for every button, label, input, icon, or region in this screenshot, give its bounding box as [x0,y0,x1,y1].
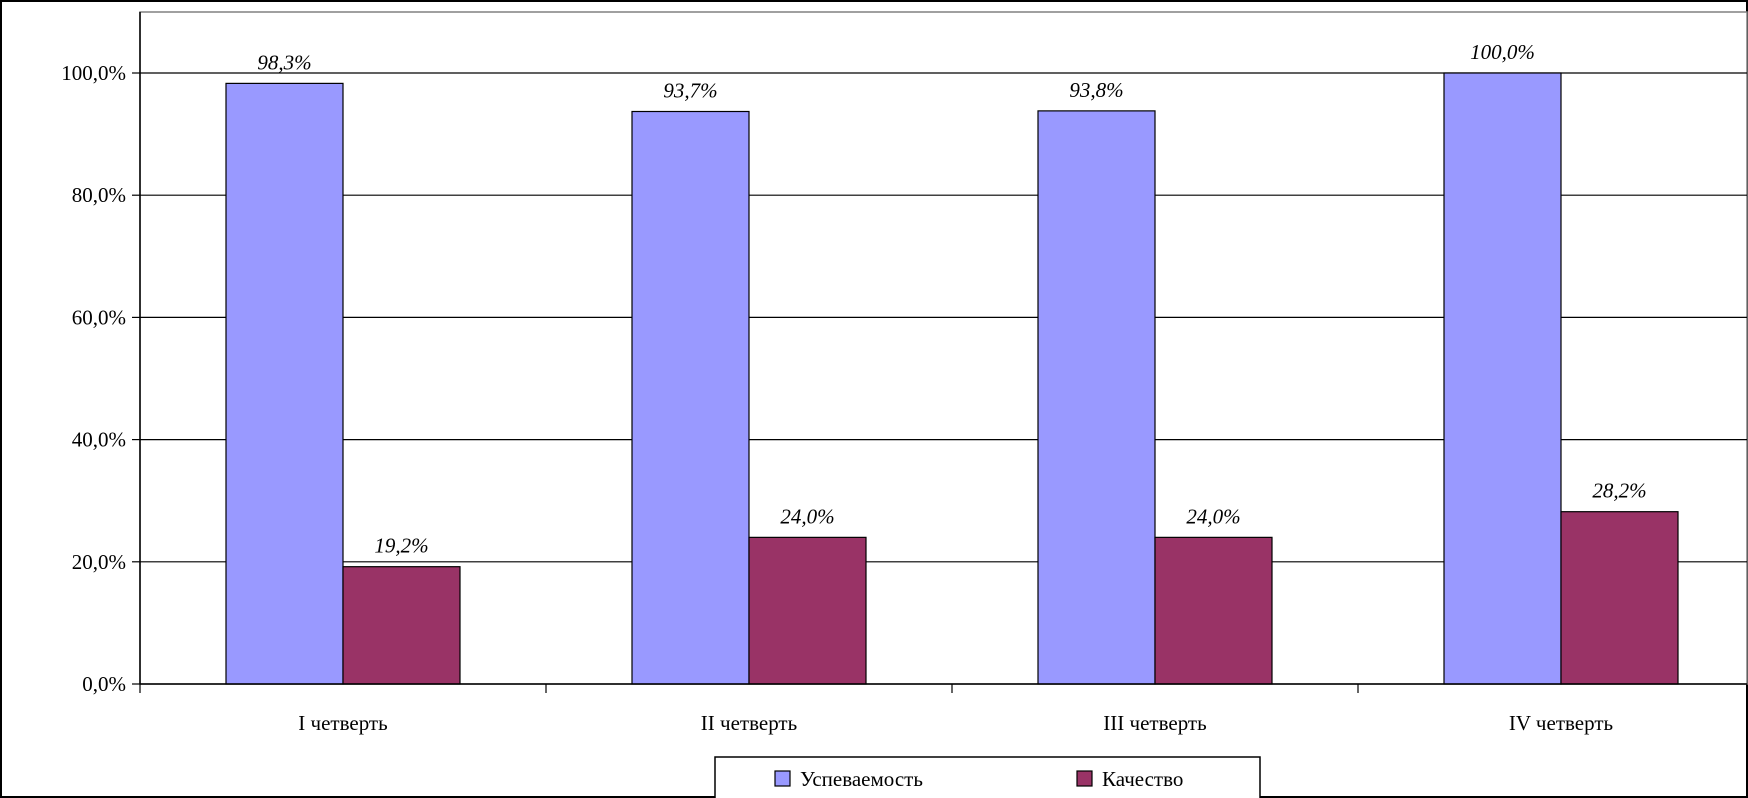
bar [225,82,344,685]
data-label: 100,0% [1470,40,1535,64]
data-label: 19,2% [374,534,428,558]
legend-box [714,756,1261,798]
legend: Успеваемость Качество [714,756,1261,798]
y-tick-label: 100,0% [61,61,126,85]
data-labels: 98,3% 19,2% 93,7% 24,0% 93,8% 24,0% 100,0% 28,2… [257,40,1646,558]
bar [342,566,461,685]
y-tick-labels: 0,0% 20,0% 40,0% 60,0% 80,0% 100,0% [61,61,126,696]
legend-swatch [1076,770,1093,787]
category-label: I четверть [298,711,387,735]
data-label: 24,0% [1186,504,1240,528]
data-label: 93,8% [1069,78,1123,102]
data-label: 28,2% [1592,479,1646,503]
bar [1560,511,1679,685]
bars [225,72,1679,685]
y-tick-label: 60,0% [72,305,126,329]
y-tick-label: 40,0% [72,428,126,452]
category-labels: I четверть II четверть III четверть IV четв… [298,711,1613,735]
bar [1037,110,1156,685]
legend-label: Успеваемость [800,767,923,791]
y-tick-label: 0,0% [82,672,126,696]
bar [631,110,750,685]
bar [748,536,867,685]
category-label: IV четверть [1509,711,1613,735]
legend-label: Качество [1102,767,1183,791]
data-label: 93,7% [663,78,717,102]
bar [1154,536,1273,685]
bar [1443,72,1562,685]
category-label: III четверть [1103,711,1206,735]
category-label: II четверть [701,711,797,735]
legend-swatch [774,770,791,787]
y-tick-label: 20,0% [72,550,126,574]
y-tick-label: 80,0% [72,183,126,207]
axes [132,12,1747,693]
data-label: 24,0% [780,504,834,528]
data-label: 98,3% [257,50,311,74]
